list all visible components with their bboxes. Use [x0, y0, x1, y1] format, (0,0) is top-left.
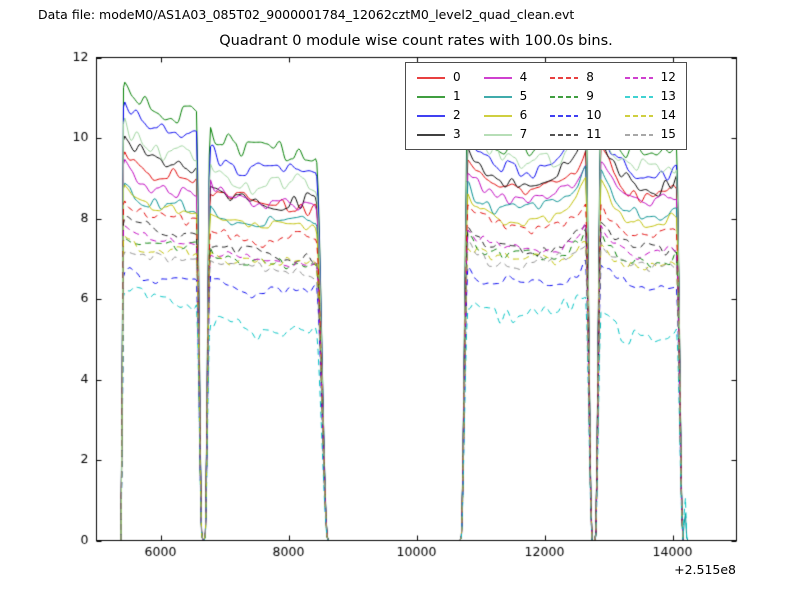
legend-line-sample-icon [483, 133, 512, 136]
legend-line-sample-icon [624, 114, 653, 117]
legend-item: 3 [416, 125, 461, 144]
legend-item: 14 [624, 106, 676, 125]
legend-item: 15 [624, 125, 676, 144]
legend-line-sample-icon [483, 95, 512, 98]
legend-item: 12 [624, 68, 676, 87]
legend-item-label: 9 [586, 89, 594, 103]
legend-item: 4 [483, 68, 528, 87]
legend-line-sample-icon [483, 114, 512, 117]
legend-item: 0 [416, 68, 461, 87]
legend-item: 6 [483, 106, 528, 125]
x-axis-offset-label: +2.515e8 [674, 562, 736, 577]
legend-line-sample-icon [550, 95, 579, 98]
legend-item: 13 [624, 87, 676, 106]
legend-item: 9 [549, 87, 601, 106]
legend-line-sample-icon [417, 114, 445, 117]
legend-line-sample-icon [624, 95, 653, 98]
legend-line-sample-icon [483, 76, 512, 79]
legend-item: 11 [549, 125, 602, 144]
legend-item-label: 12 [660, 70, 676, 84]
legend-item-label: 6 [519, 108, 528, 122]
legend-line-sample-icon [417, 76, 445, 79]
legend-item: 2 [416, 106, 461, 125]
legend-item-label: 10 [586, 108, 602, 122]
legend-line-sample-icon [417, 133, 445, 136]
legend-item-label: 1 [453, 89, 461, 103]
legend-item-label: 7 [519, 127, 528, 141]
legend-line-sample-icon [624, 133, 653, 136]
legend-item-label: 15 [660, 127, 676, 141]
legend-item-label: 2 [453, 108, 461, 122]
legend-item-label: 0 [453, 70, 461, 84]
legend-item-label: 5 [519, 89, 528, 103]
legend-line-sample-icon [417, 95, 445, 98]
legend-item-label: 11 [586, 127, 602, 141]
legend-item-label: 4 [519, 70, 528, 84]
legend-item: 8 [549, 68, 601, 87]
legend-item: 5 [483, 87, 528, 106]
legend-line-sample-icon [624, 76, 653, 79]
legend-line-sample-icon [550, 114, 579, 117]
legend-line-sample-icon [550, 133, 579, 136]
legend-line-sample-icon [550, 76, 579, 79]
legend: 0 1 2 3 4 5 6 7 8 9 10 11 12 13 14 15 [405, 62, 687, 150]
legend-item-label: 14 [660, 108, 676, 122]
legend-item: 7 [483, 125, 528, 144]
legend-item-label: 13 [660, 89, 676, 103]
legend-item: 1 [416, 87, 461, 106]
legend-item: 10 [549, 106, 602, 125]
legend-item-label: 8 [586, 70, 594, 84]
legend-item-label: 3 [453, 127, 461, 141]
